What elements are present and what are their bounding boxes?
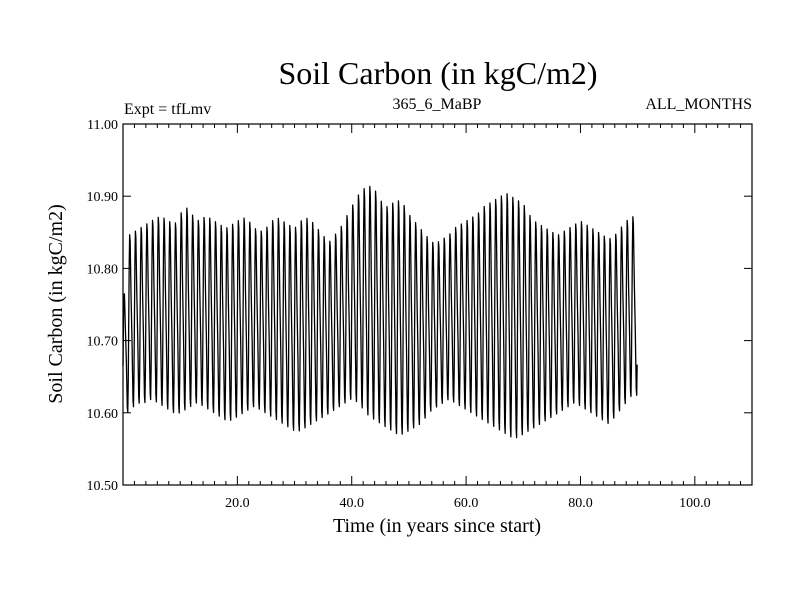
months-label: ALL_MONTHS — [645, 96, 752, 113]
y-tick-label: 11.00 — [87, 118, 118, 133]
x-tick-label: 20.0 — [225, 496, 250, 511]
soil-carbon-series-line — [122, 185, 638, 439]
y-axis-ticks: 10.50 10.60 10.70 10.80 10.90 11.00 — [87, 118, 752, 494]
x-tick-label: 40.0 — [339, 496, 364, 511]
x-axis-ticks: 20.0 40.0 60.0 80.0 100.0 — [133, 124, 742, 511]
chart-title: Soil Carbon (in kgC/m2) — [278, 55, 597, 91]
y-tick-label: 10.70 — [87, 335, 119, 350]
plot-frame — [122, 123, 753, 486]
x-axis-label: Time (in years since start) — [333, 515, 541, 537]
x-tick-label: 80.0 — [568, 496, 593, 511]
y-tick-label: 10.60 — [87, 407, 119, 422]
y-tick-label: 10.90 — [87, 190, 119, 205]
experiment-label: Expt = tfLmv — [124, 101, 211, 118]
period-label: 365_6_MaBP — [393, 96, 482, 113]
y-tick-label: 10.80 — [87, 262, 119, 277]
y-axis-label: Soil Carbon (in kgC/m2) — [45, 204, 67, 403]
x-tick-label: 100.0 — [679, 496, 711, 511]
x-tick-label: 60.0 — [454, 496, 479, 511]
y-tick-label: 10.50 — [87, 479, 119, 494]
